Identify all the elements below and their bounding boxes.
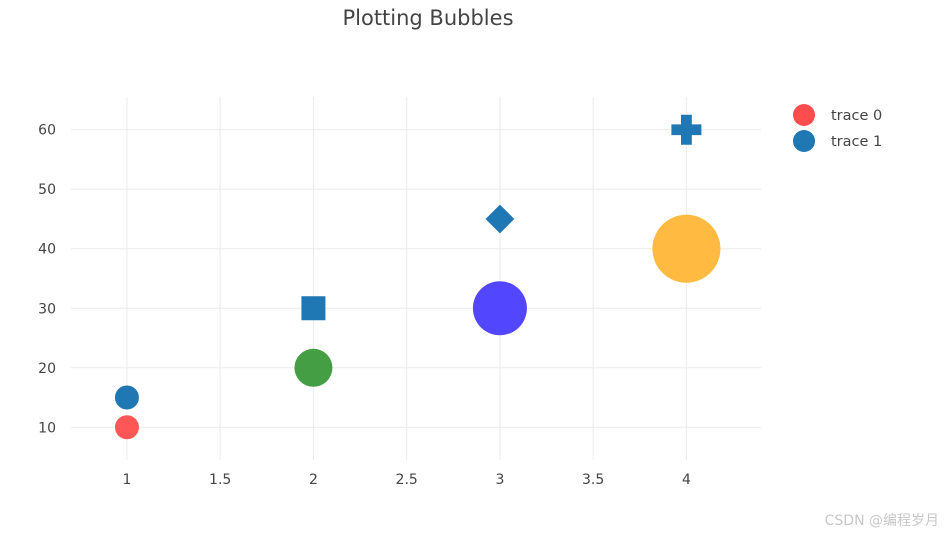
legend-label: trace 0 [831, 108, 882, 124]
x-tick-label: 2 [309, 472, 318, 488]
x-tick-label: 4 [682, 472, 691, 488]
x-tick-label: 3 [495, 472, 504, 488]
chart-title: Plotting Bubbles [342, 6, 513, 30]
bubble-point [652, 214, 721, 283]
x-tick-label: 3.5 [582, 472, 604, 488]
y-tick-label: 30 [38, 301, 56, 317]
y-tick-label: 60 [38, 123, 56, 139]
legend-label: trace 1 [831, 134, 882, 150]
bubble-point [114, 415, 139, 440]
x-tick-label: 1 [122, 472, 131, 488]
watermark: CSDN @编程岁月 [824, 513, 939, 529]
diamond-point [485, 204, 515, 234]
x-tick-label: 1.5 [209, 472, 231, 488]
legend-marker [793, 104, 815, 126]
marks-layer [114, 114, 721, 440]
bubble-point [294, 348, 333, 387]
square-point [301, 296, 326, 321]
grid-layer [71, 97, 761, 460]
y-tick-label: 10 [38, 420, 56, 436]
y-tick-label: 20 [38, 361, 56, 377]
axis-layer: 1 1.5 2 2.5 3 3.5 4 10 20 30 40 50 60 [38, 123, 691, 488]
cross-point [671, 114, 702, 145]
bubble-point [472, 281, 527, 336]
x-tick-label: 2.5 [396, 472, 418, 488]
y-tick-label: 40 [38, 242, 56, 258]
y-tick-label: 50 [38, 182, 56, 198]
legend: trace 0 trace 1 [793, 104, 882, 152]
bubble-point [114, 385, 139, 410]
legend-marker [793, 130, 815, 152]
